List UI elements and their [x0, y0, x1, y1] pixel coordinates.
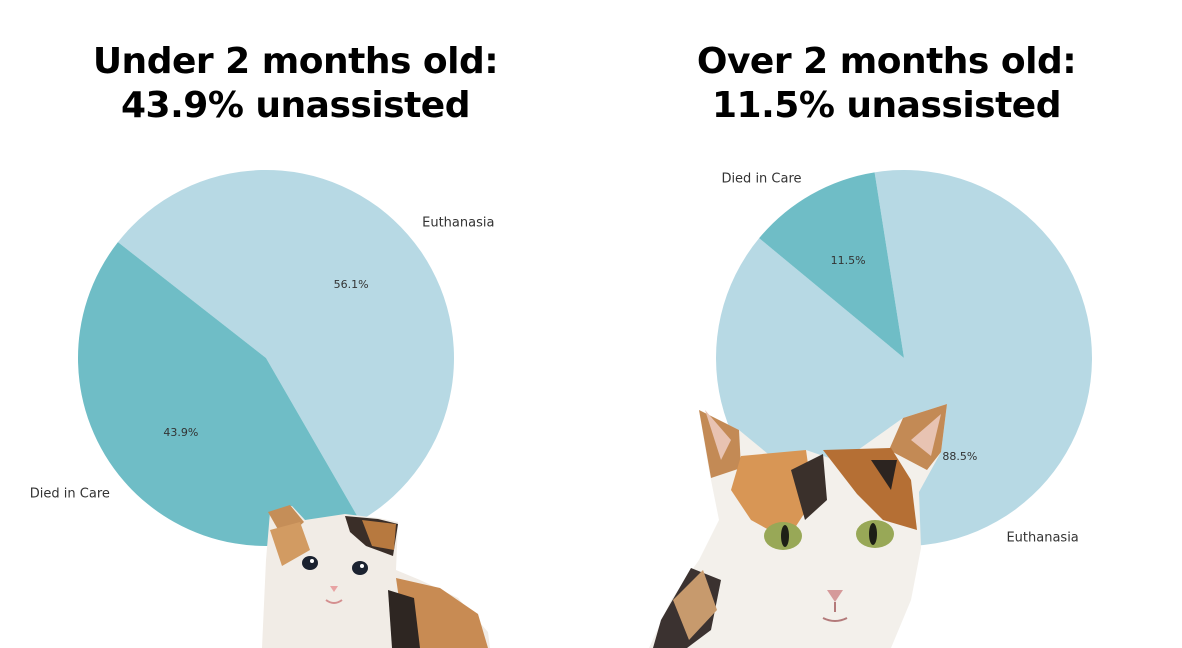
chart-title-line-2: 43.9% unassisted: [121, 85, 471, 126]
pie-slice-percent-label: 56.1%: [334, 278, 369, 291]
pie-slice-percent-label: 43.9%: [163, 426, 198, 439]
pie-slice-percent-label: 88.5%: [942, 450, 977, 463]
pie-slice-category-label: Euthanasia: [1006, 531, 1078, 546]
pie-chart-under-2-months: 56.1% Euthanasia 43.9% Died in Care: [30, 170, 494, 648]
chart-title-line-1: Over 2 months old:: [696, 41, 1077, 82]
pie-slice-died-in-care: [759, 172, 904, 358]
chart-title-line-2: 11.5% unassisted: [712, 85, 1062, 126]
pie-slice-died-in-care: [77, 242, 360, 547]
pie-chart-over-2-months: 88.5% Euthanasia 11.5% Died in Care: [649, 170, 1092, 648]
pie-slice-category-label: Died in Care: [30, 487, 110, 502]
pie-slice-category-label: Died in Care: [721, 171, 801, 186]
chart-panel-over-2-months: Over 2 months old: 11.5% unassisted 88.5…: [591, 0, 1182, 648]
chart-panel-under-2-months: Under 2 months old: 43.9% unassisted 56.…: [0, 40, 591, 648]
chart-title: Over 2 months old: 11.5% unassisted: [591, 40, 1182, 128]
pie-slice-percent-label: 11.5%: [831, 254, 866, 267]
chart-title-line-1: Under 2 months old:: [92, 41, 499, 82]
pie-slice-euthanasia: [117, 170, 454, 521]
adult-cat-photo: [649, 404, 947, 648]
pie-slice-category-label: Euthanasia: [422, 215, 494, 230]
chart-title: Under 2 months old: 43.9% unassisted: [0, 40, 591, 128]
kitten-photo: [262, 505, 490, 648]
